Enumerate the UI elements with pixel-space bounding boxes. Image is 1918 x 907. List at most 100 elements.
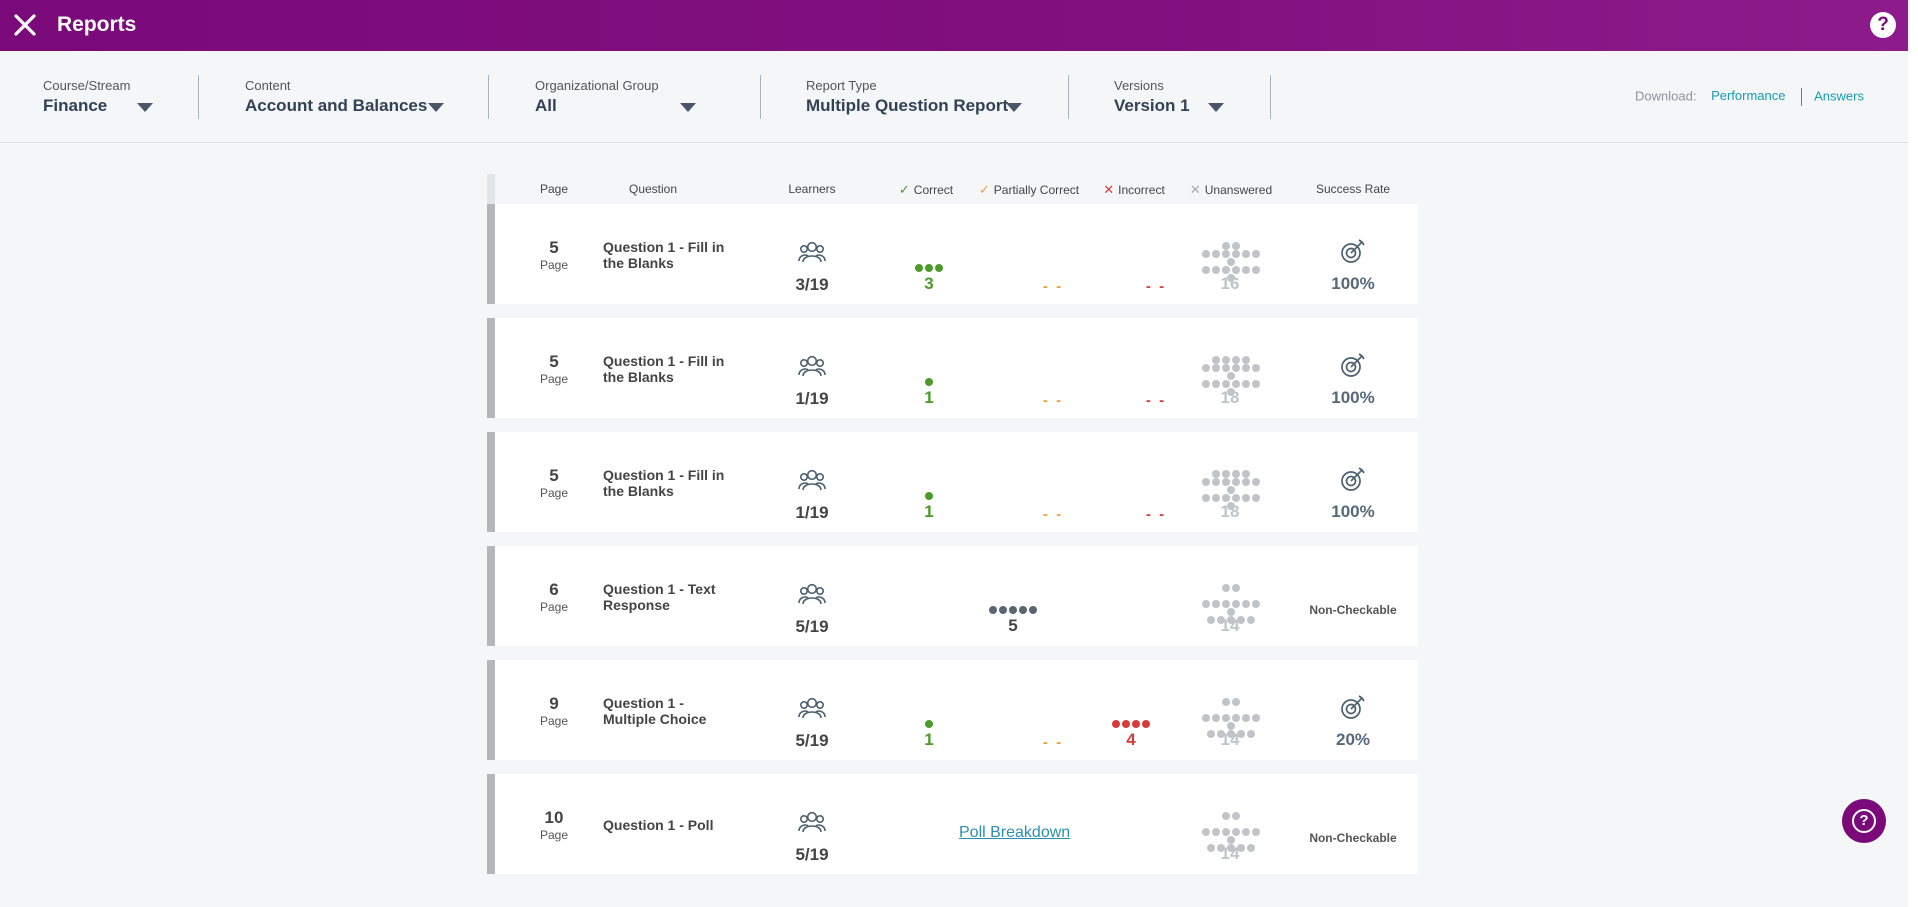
- unanswered-count: 14: [1220, 730, 1240, 749]
- neutral-dot: [989, 606, 997, 614]
- unanswered-dot: [1222, 584, 1230, 592]
- table-row[interactable]: 9 Page Question 1 - Multiple Choice 5/19…: [487, 660, 1418, 760]
- row-indicator: [487, 660, 495, 760]
- unanswered-dot: [1232, 478, 1240, 486]
- unanswered-dot: [1202, 266, 1210, 274]
- unanswered-dot: [1232, 470, 1240, 478]
- incorrect-count: 4: [1126, 730, 1136, 749]
- page-label: Page: [539, 600, 569, 614]
- organizational-group-filter[interactable]: Organizational Group All: [535, 78, 696, 116]
- unanswered-count: 14: [1220, 844, 1240, 863]
- unanswered-dot: [1212, 356, 1220, 364]
- unanswered-dot: [1202, 828, 1210, 836]
- download-answers-link[interactable]: Answers: [1814, 88, 1864, 104]
- unanswered-dot: [1227, 722, 1235, 730]
- download-performance-link[interactable]: Performance: [1711, 88, 1786, 104]
- page-cell: 5 Page: [513, 238, 595, 272]
- learners-count: 1/19: [795, 389, 829, 408]
- filter-label: Report Type: [806, 78, 877, 93]
- unanswered-dot: [1212, 250, 1220, 258]
- page-number: 5: [549, 238, 559, 257]
- page-cell: 9 Page: [513, 694, 595, 728]
- unanswered-dot: [1242, 600, 1250, 608]
- unanswered-dot: [1227, 616, 1235, 624]
- page-number: 9: [549, 694, 559, 713]
- unanswered-dot: [1222, 242, 1230, 250]
- report-type-filter[interactable]: Report Type Multiple Question Report: [806, 78, 1022, 116]
- unanswered-dot: [1212, 600, 1220, 608]
- incorrect-dot: [1122, 720, 1130, 728]
- unanswered-dot: [1212, 494, 1220, 502]
- target-icon: [1341, 353, 1365, 377]
- x-icon: ✕: [1189, 182, 1201, 197]
- unanswered-dot: [1227, 836, 1235, 844]
- unanswered-dot: [1222, 812, 1230, 820]
- unanswered-dot: [1247, 844, 1255, 852]
- incorrect-count: - -: [1145, 506, 1167, 523]
- correct-dot: [925, 720, 933, 728]
- question-title: Question 1 - Fill in the Blanks: [603, 467, 725, 499]
- help-button[interactable]: ?: [1870, 12, 1896, 38]
- unanswered-dot: [1227, 486, 1235, 494]
- page-label: Page: [539, 372, 569, 386]
- neutral-dot: [999, 606, 1007, 614]
- unanswered-dot: [1227, 388, 1235, 396]
- unanswered-dot: [1202, 600, 1210, 608]
- page-cell: 10 Page: [513, 808, 595, 842]
- chevron-down-icon: [680, 103, 696, 112]
- unanswered-dot: [1202, 494, 1210, 502]
- neutral-dots: [983, 606, 1043, 614]
- filter-label: Course/Stream: [43, 78, 131, 93]
- scrollbar[interactable]: [1908, 0, 1918, 907]
- unanswered-dot: [1212, 380, 1220, 388]
- filter-label: Content: [245, 78, 291, 93]
- unanswered-dot: [1232, 266, 1240, 274]
- content-filter[interactable]: Content Account and Balances: [245, 78, 444, 116]
- page-cell: 5 Page: [513, 352, 595, 386]
- unanswered-dots: [1197, 584, 1265, 624]
- learners-count: 5/19: [795, 731, 829, 750]
- unanswered-dot: [1252, 494, 1260, 502]
- users-icon: [798, 355, 826, 377]
- unanswered-dot: [1222, 250, 1230, 258]
- unanswered-dot: [1242, 356, 1250, 364]
- versions-filter[interactable]: Versions Version 1: [1114, 78, 1224, 116]
- unanswered-dot: [1252, 364, 1260, 372]
- table-row[interactable]: 5 Page Question 1 - Fill in the Blanks 1…: [487, 432, 1418, 532]
- correct-dots: [899, 720, 959, 728]
- question-title: Question 1 - Poll: [603, 817, 714, 833]
- table-row[interactable]: 10 Page Question 1 - Poll 5/19 Poll Brea…: [487, 774, 1418, 874]
- success-rate: Non-Checkable: [1309, 603, 1397, 617]
- filter-value: Version 1: [1114, 96, 1190, 115]
- correct-dot: [915, 264, 923, 272]
- row-indicator: [487, 774, 495, 874]
- unanswered-dot: [1242, 250, 1250, 258]
- unanswered-dots: [1197, 242, 1265, 282]
- unanswered-dot: [1222, 698, 1230, 706]
- unanswered-dot: [1232, 494, 1240, 502]
- incorrect-dot: [1112, 720, 1120, 728]
- learners-count: 3/19: [795, 275, 829, 294]
- close-button[interactable]: [10, 10, 40, 40]
- question-title: Question 1 - Multiple Choice: [603, 695, 707, 727]
- table-row[interactable]: 5 Page Question 1 - Fill in the Blanks 3…: [487, 204, 1418, 304]
- question-title: Question 1 - Fill in the Blanks: [603, 353, 725, 385]
- target-icon: [1341, 467, 1365, 491]
- table-row[interactable]: 5 Page Question 1 - Fill in the Blanks 1…: [487, 318, 1418, 418]
- help-chat-button[interactable]: ?: [1842, 799, 1886, 843]
- users-icon: [798, 811, 826, 833]
- divider: [760, 75, 761, 119]
- poll-breakdown-link[interactable]: Poll Breakdown: [959, 824, 1071, 841]
- filter-label: Organizational Group: [535, 78, 659, 93]
- unanswered-dot: [1252, 380, 1260, 388]
- unanswered-dot: [1212, 828, 1220, 836]
- page-number: 5: [549, 466, 559, 485]
- divider: [1801, 88, 1803, 106]
- course-stream-filter[interactable]: Course/Stream Finance: [43, 78, 153, 116]
- partial-count: - -: [1042, 278, 1064, 295]
- unanswered-dot: [1202, 250, 1210, 258]
- table-row[interactable]: 6 Page Question 1 - Text Response 5/19 5…: [487, 546, 1418, 646]
- unanswered-dot: [1222, 266, 1230, 274]
- incorrect-count: - -: [1145, 392, 1167, 409]
- column-header-correct: ✓ Correct: [891, 182, 961, 198]
